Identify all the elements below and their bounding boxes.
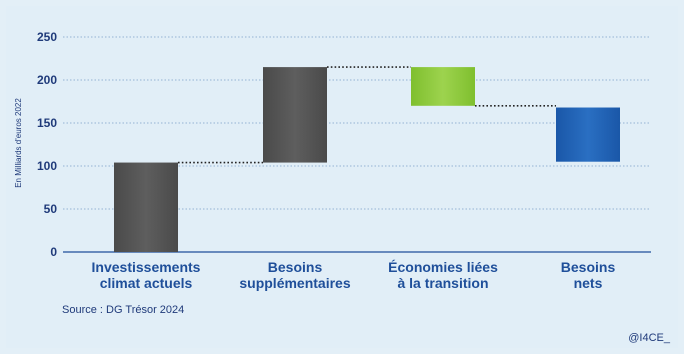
- category-label: Besoins supplémentaires: [239, 259, 350, 291]
- y-tick-label: 200: [37, 73, 57, 87]
- bar-3: [411, 67, 475, 106]
- category-label: Besoins nets: [561, 259, 616, 291]
- y-tick-label: 250: [37, 30, 57, 44]
- bar-2: [263, 67, 327, 163]
- y-tick-label: 50: [44, 202, 58, 216]
- y-axis-label: En Milliards d'euros 2022: [14, 98, 23, 188]
- y-tick-label: 100: [37, 159, 57, 173]
- category-label: Économies liées à la transition: [388, 259, 498, 291]
- bar-1: [114, 162, 178, 252]
- category-label: Investissements climat actuels: [92, 259, 201, 291]
- y-tick-label: 150: [37, 116, 57, 130]
- source-note: Source : DG Trésor 2024: [62, 304, 185, 316]
- y-tick-label: 0: [50, 245, 57, 259]
- bar-4: [556, 107, 620, 162]
- credit-handle: @I4CE_: [628, 332, 670, 344]
